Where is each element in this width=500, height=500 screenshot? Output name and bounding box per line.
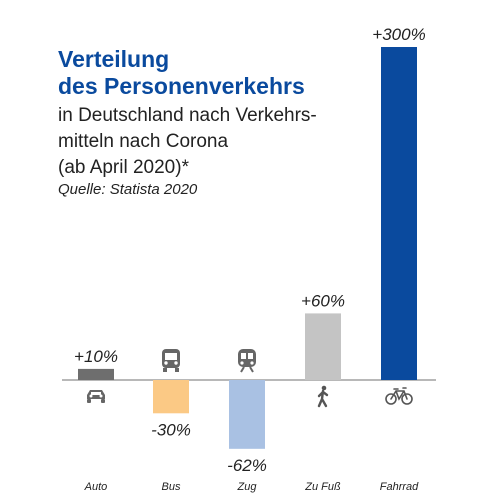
bar-auto xyxy=(78,368,114,380)
bar-zug xyxy=(229,380,265,449)
category-label: Bus xyxy=(162,481,181,493)
title-line-2: des Personenverkehrs xyxy=(58,73,305,99)
value-label: +60% xyxy=(301,291,345,310)
category-labels-group: Auto Bus Zug Zu Fuß Fahrrad xyxy=(84,481,419,493)
bar-fahrrad xyxy=(381,47,417,380)
category-label: Auto xyxy=(84,481,108,493)
bar-zu-fu- xyxy=(305,313,341,380)
source-note: Quelle: Statista 2020 xyxy=(58,181,198,198)
chart-title: Verteilung des Personenverkehrs xyxy=(58,46,358,100)
value-label: +10% xyxy=(74,347,118,366)
bar-bus xyxy=(153,380,189,414)
value-label: -62% xyxy=(227,456,267,475)
walking-person-icon xyxy=(317,385,329,408)
subtitle-line-3: (ab April 2020)* xyxy=(58,157,189,178)
bars-group xyxy=(78,47,417,449)
chart-subtitle: in Deutschland nach Verkehrs- mitteln na… xyxy=(58,103,358,181)
category-label: Fahrrad xyxy=(380,481,419,493)
icons-group xyxy=(87,349,413,408)
value-labels-group: +10% -30% -62% +60% +300% xyxy=(74,25,426,475)
bus-icon xyxy=(162,349,180,372)
category-label: Zu Fuß xyxy=(304,481,341,493)
train-icon xyxy=(238,349,256,373)
value-label: +300% xyxy=(372,25,425,44)
title-line-1: Verteilung xyxy=(58,46,170,72)
subtitle-line-2: mitteln nach Corona xyxy=(58,131,229,152)
category-label: Zug xyxy=(237,481,258,493)
car-icon xyxy=(87,390,105,403)
value-label: -30% xyxy=(151,420,191,439)
bicycle-icon xyxy=(385,387,413,405)
subtitle-line-1: in Deutschland nach Verkehrs- xyxy=(58,105,317,126)
